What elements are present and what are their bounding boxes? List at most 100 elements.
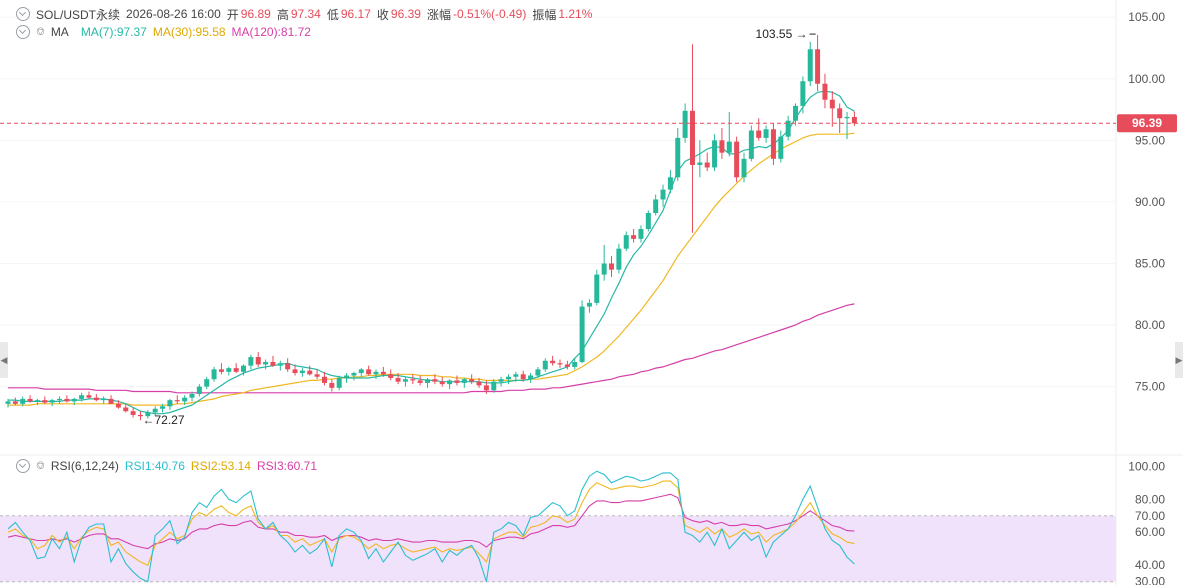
- candle-body: [137, 414, 143, 417]
- close-label: 收: [376, 7, 389, 22]
- candle: [314, 369, 320, 380]
- candle-body: [108, 398, 114, 404]
- candle-body: [572, 361, 578, 367]
- candle-body: [793, 105, 799, 121]
- price-tick-label: 95.00: [1135, 133, 1165, 147]
- rsi1-legend: RSI1:40.76: [124, 459, 185, 473]
- candle-body: [822, 83, 828, 100]
- candle-body: [476, 381, 482, 386]
- candle: [778, 130, 784, 163]
- candle: [461, 377, 467, 388]
- candle-body: [469, 379, 475, 382]
- candle: [64, 395, 70, 403]
- low-value: 96.17: [340, 7, 371, 21]
- candle-body: [20, 398, 26, 404]
- candle: [285, 358, 291, 372]
- ma-legend: ⎊ MA MA(7):97.37 MA(30):95.58 MA(120):81…: [16, 24, 317, 40]
- candle: [226, 366, 232, 376]
- candle: [483, 380, 489, 394]
- candle-body: [719, 140, 725, 153]
- candle: [329, 379, 335, 392]
- candle: [12, 397, 18, 406]
- ma120-line: [8, 303, 855, 394]
- current-price-tag: [1117, 114, 1177, 133]
- rsi-band: [0, 515, 1116, 583]
- ma7-legend: MA(7):97.37: [80, 25, 147, 39]
- high-label: 高: [276, 7, 289, 22]
- candle-body: [27, 398, 33, 402]
- candle-body: [329, 382, 335, 388]
- candle: [292, 364, 298, 376]
- candle: [277, 360, 283, 371]
- candle: [425, 377, 431, 388]
- candle-body: [461, 379, 467, 383]
- candle-body: [439, 381, 445, 385]
- candle: [373, 369, 379, 380]
- candle-body: [586, 302, 592, 307]
- price-tick-label: 75.00: [1135, 380, 1165, 394]
- candle-body: [815, 49, 821, 84]
- candle: [734, 136, 740, 183]
- candle: [829, 91, 835, 127]
- candle-body: [42, 400, 48, 403]
- collapse-toggle-icon[interactable]: [16, 7, 30, 21]
- price-axis: 105.00 100.00 95.00 90.00 85.00 80.00 75.00 100…: [1128, 10, 1165, 588]
- candle-body: [579, 306, 585, 362]
- candle: [793, 103, 799, 126]
- candle-body: [204, 379, 210, 387]
- candle-body: [115, 403, 121, 408]
- candle-body: [704, 162, 710, 168]
- candle-body: [851, 116, 857, 124]
- bell-icon[interactable]: ⎊: [36, 25, 45, 38]
- candle-body: [675, 137, 681, 178]
- candle: [174, 395, 180, 404]
- candle-body: [432, 379, 438, 382]
- candle-body: [93, 397, 99, 401]
- scroll-left-handle[interactable]: ◀: [0, 342, 8, 378]
- max-price-label: 103.55 →: [756, 27, 808, 41]
- candle: [152, 406, 158, 417]
- candle: [513, 371, 519, 382]
- candle-body: [366, 369, 372, 375]
- candle-body: [307, 370, 313, 375]
- ma-collapse-icon[interactable]: [16, 25, 30, 39]
- candle-body: [756, 130, 762, 138]
- scroll-right-handle[interactable]: ▶: [1175, 342, 1183, 378]
- rsi-lines: [7, 470, 855, 583]
- candle: [785, 115, 791, 141]
- candle-body: [189, 393, 195, 398]
- candle: [844, 112, 850, 140]
- candle-body: [483, 385, 489, 391]
- rsi-tick-label: 80.00: [1135, 492, 1165, 506]
- rsi-bell-icon[interactable]: ⎊: [36, 459, 45, 472]
- candle: [307, 365, 313, 376]
- rsi-tick-label: 70.00: [1135, 509, 1165, 523]
- candle-body: [270, 361, 276, 366]
- candle-body: [167, 400, 173, 407]
- ma-indicator-name[interactable]: MA: [50, 25, 69, 39]
- candle: [115, 400, 121, 409]
- candle-body: [79, 395, 85, 399]
- rsi-tick-label: 40.00: [1135, 558, 1165, 572]
- candle: [498, 376, 504, 387]
- candle-body: [182, 397, 188, 402]
- candle: [756, 118, 762, 141]
- candle-body: [741, 158, 747, 178]
- candle-body: [233, 368, 239, 372]
- rsi-indicator-name[interactable]: RSI(6,12,24): [50, 459, 119, 473]
- candle: [336, 375, 342, 391]
- candle: [432, 374, 438, 385]
- price-tick-label: 100.00: [1128, 72, 1165, 86]
- candle-body: [748, 130, 754, 159]
- ma-lines: [8, 90, 855, 415]
- candle-body: [447, 380, 453, 385]
- rsi-collapse-icon[interactable]: [16, 459, 30, 473]
- candle-body: [594, 274, 600, 303]
- close-value: 96.39: [390, 7, 421, 21]
- rsi2-line: [7, 480, 855, 566]
- ma30-legend: MA(30):95.58: [152, 25, 226, 39]
- candle: [542, 358, 548, 372]
- candle: [476, 377, 482, 388]
